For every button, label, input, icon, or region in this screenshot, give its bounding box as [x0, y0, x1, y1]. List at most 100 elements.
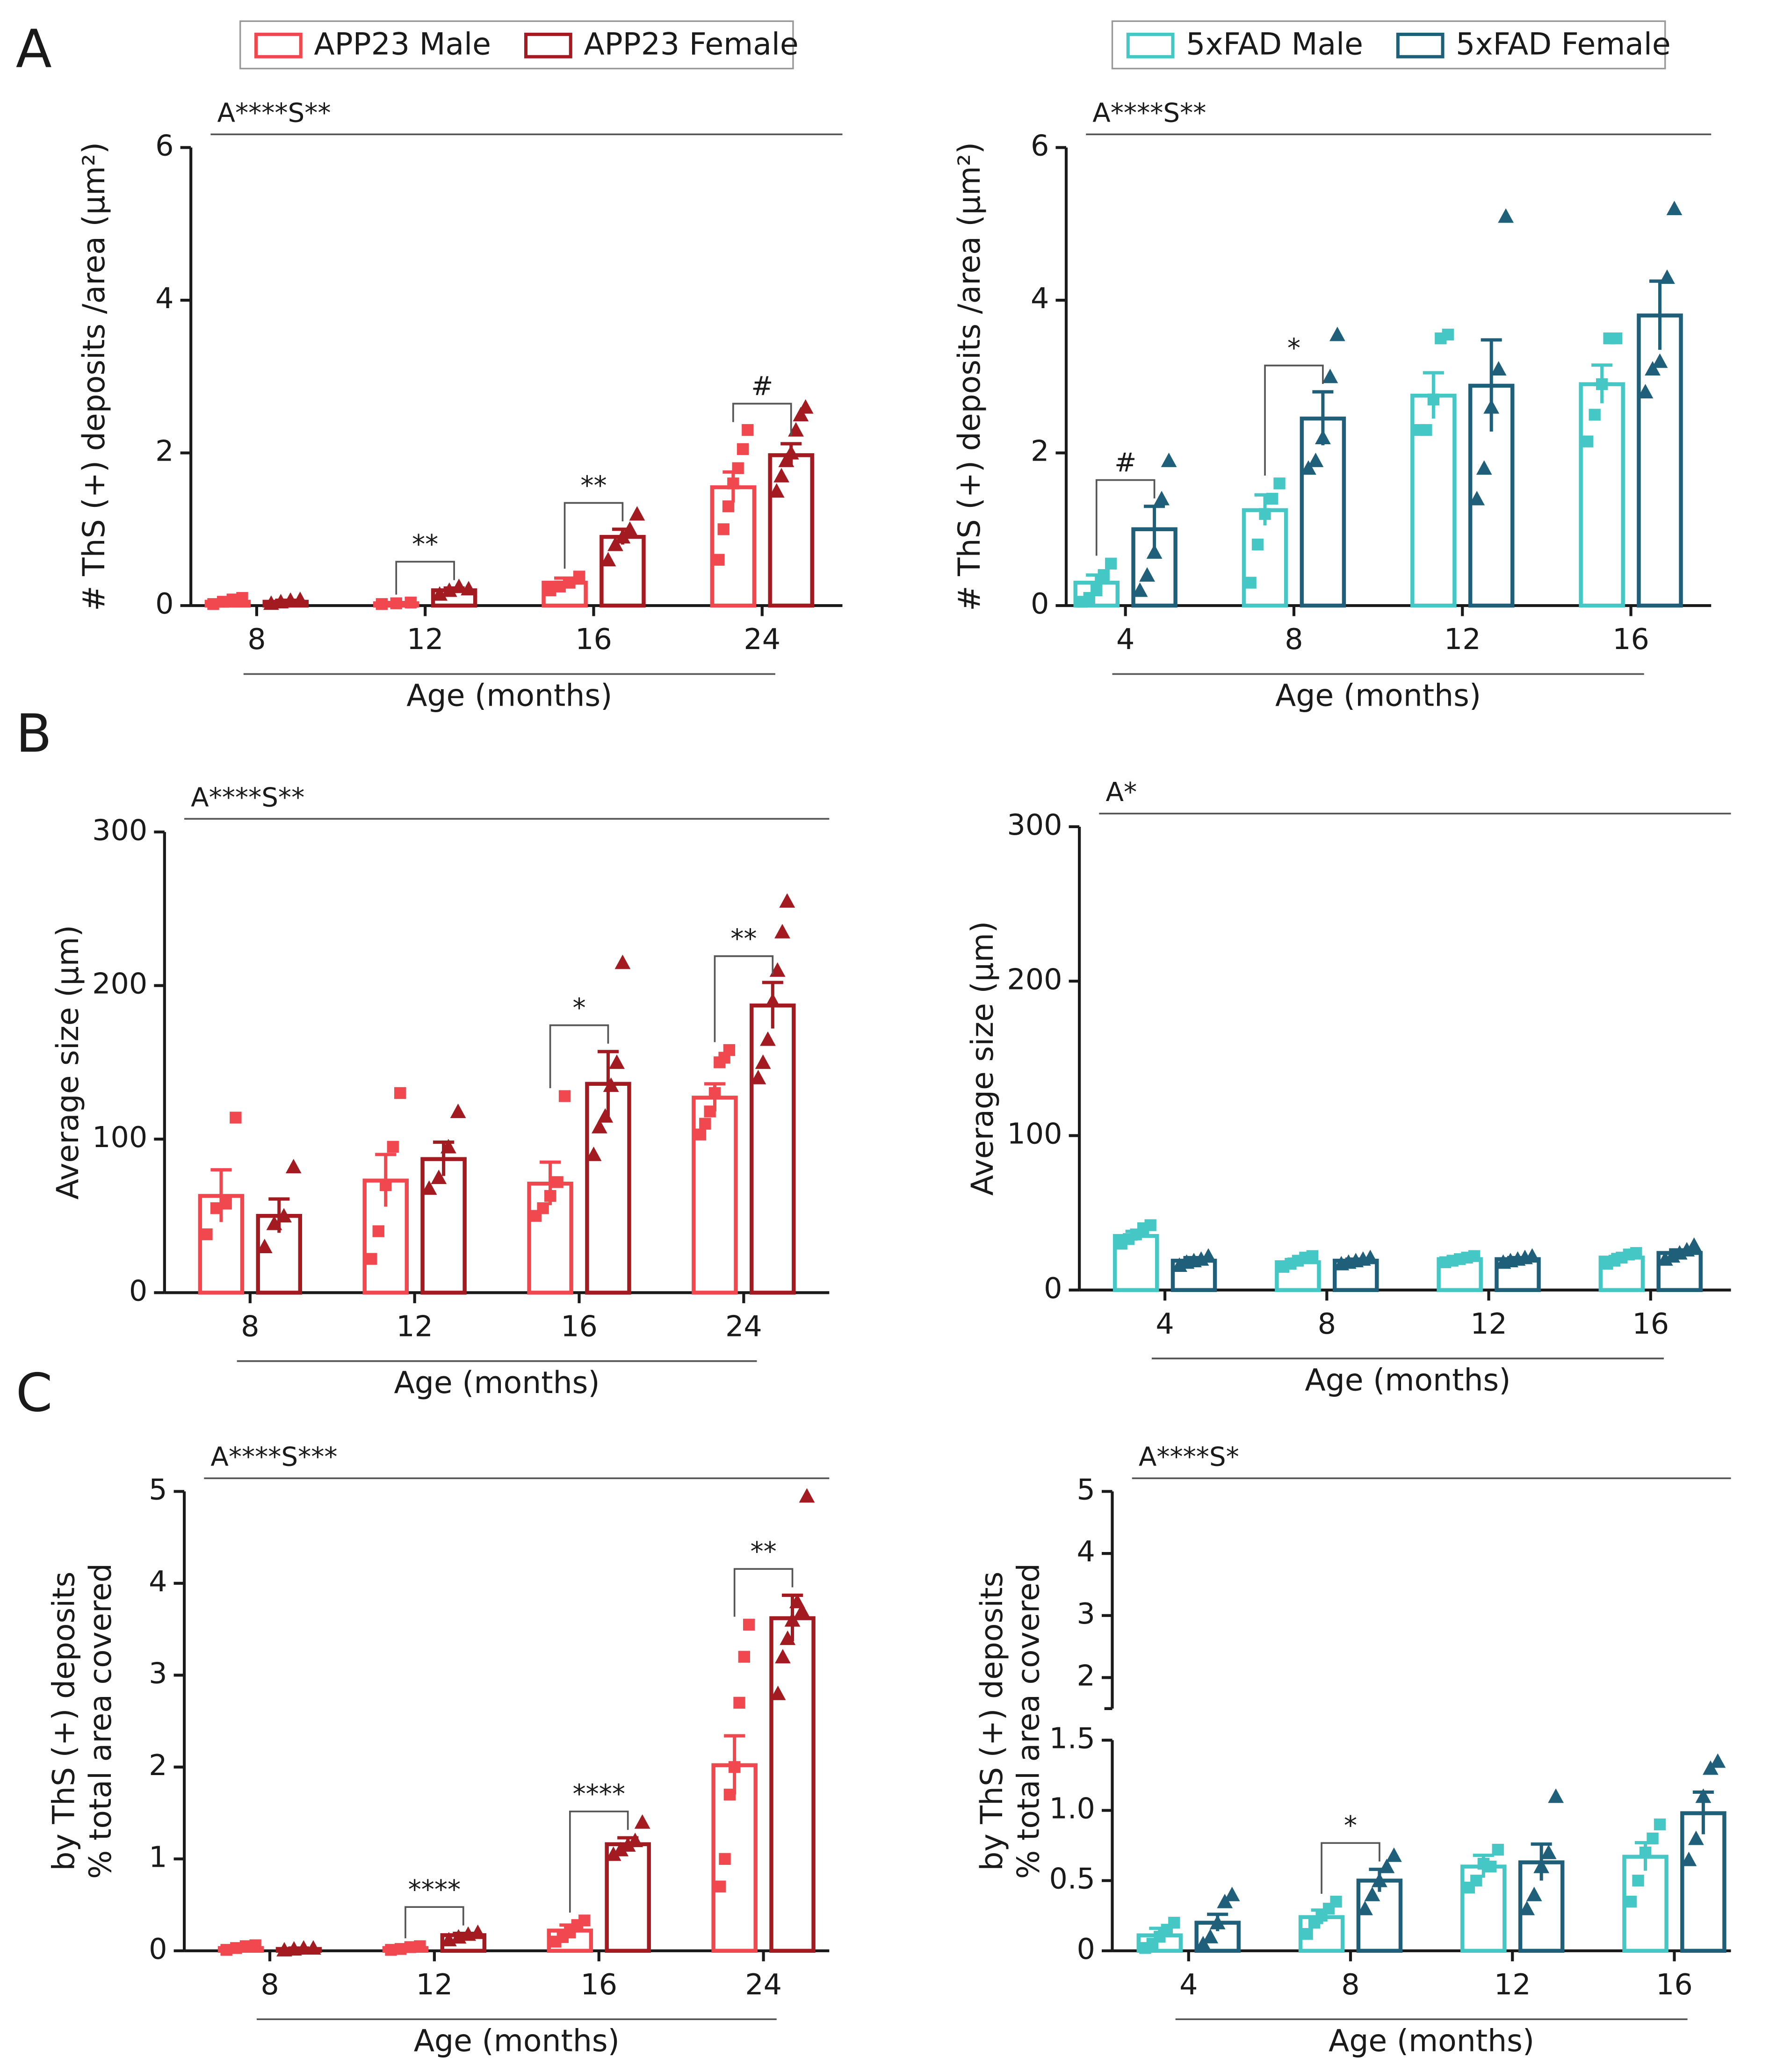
significance-label: ** — [412, 529, 438, 560]
significance-label: **** — [572, 1779, 625, 1810]
y-tick-label: 1.5 — [1049, 1722, 1095, 1755]
data-point — [1098, 569, 1110, 581]
data-point — [1244, 577, 1257, 589]
data-point — [614, 954, 631, 969]
y-tick-label: 0 — [155, 587, 173, 621]
significance-bracket — [395, 561, 455, 595]
significance-bracket — [1095, 479, 1156, 556]
data-point — [719, 1853, 731, 1865]
annotation: A****S** — [191, 782, 304, 813]
data-point — [722, 500, 735, 513]
data-point — [1144, 1219, 1156, 1231]
x-tick-label: 24 — [744, 622, 780, 656]
data-point — [737, 443, 749, 455]
y-tick-label: 4 — [1031, 282, 1049, 315]
x-tick-label: 8 — [1341, 1968, 1359, 2001]
data-point — [1330, 1896, 1342, 1908]
data-point — [627, 1833, 643, 1848]
data-point — [765, 993, 781, 1008]
data-point — [441, 582, 457, 597]
data-point — [1548, 1788, 1564, 1803]
data-point — [1209, 1914, 1226, 1929]
data-point — [1091, 584, 1103, 597]
annotation: A****S** — [1092, 98, 1206, 129]
y-axis-label: % total area covered — [83, 1563, 118, 1879]
annotation: A****S** — [217, 98, 331, 129]
x-tick-label: 8 — [247, 622, 266, 656]
data-point — [609, 1054, 625, 1069]
data-point — [779, 893, 795, 908]
data-point — [1300, 460, 1316, 475]
data-point — [573, 570, 585, 583]
y-axis-label: by ThS (+) deposits — [975, 1572, 1010, 1871]
x-tick-label: 12 — [396, 1309, 433, 1343]
data-point — [1666, 201, 1683, 216]
data-point — [285, 1159, 302, 1174]
data-point — [1688, 1830, 1704, 1845]
data-point — [431, 1170, 447, 1184]
data-point — [1357, 1900, 1373, 1915]
data-point — [1139, 567, 1155, 582]
x-axis-label: Age (months) — [1305, 1363, 1510, 1398]
legend-swatch — [254, 32, 303, 58]
data-point — [220, 1198, 232, 1210]
data-point — [1468, 1250, 1481, 1262]
x-tick-label: 8 — [1285, 622, 1303, 656]
data-point — [714, 1880, 726, 1892]
data-point — [778, 452, 795, 467]
data-point — [1498, 208, 1514, 223]
significance-label: ** — [730, 924, 757, 954]
y-axis-label: % total area covered — [1011, 1563, 1047, 1879]
data-point — [1645, 361, 1661, 376]
data-point — [1637, 384, 1654, 399]
data-point — [1540, 1844, 1557, 1859]
significance-label: **** — [408, 1875, 461, 1905]
significance-label: * — [1344, 1811, 1357, 1841]
y-axis-label: # ThS (+) deposits /area (μm²) — [952, 142, 987, 611]
data-point — [620, 1837, 636, 1852]
significance-bracket — [733, 1568, 794, 1617]
data-point — [1681, 1851, 1697, 1866]
y-tick-label: 1.0 — [1049, 1792, 1095, 1826]
annotation: A****S* — [1139, 1442, 1239, 1473]
y-tick-label: 200 — [1007, 962, 1062, 996]
data-point — [1372, 1872, 1387, 1887]
x-tick-label: 12 — [1470, 1307, 1507, 1341]
x-tick-label: 16 — [561, 1309, 598, 1343]
x-tick-label: 8 — [241, 1309, 259, 1343]
x-tick-label: 16 — [580, 1968, 617, 2001]
data-point — [544, 1190, 556, 1202]
data-point — [1596, 378, 1608, 390]
annotation: A****S*** — [210, 1442, 337, 1473]
y-tick-label: 0.5 — [1049, 1862, 1095, 1896]
data-point — [603, 1077, 619, 1092]
data-point — [1161, 452, 1177, 467]
data-point — [414, 1940, 426, 1952]
x-tick-label: 16 — [1612, 622, 1649, 656]
data-point — [578, 1914, 591, 1927]
y-tick-label: 2 — [1077, 1659, 1095, 1693]
data-point — [1490, 361, 1507, 376]
data-point — [770, 1685, 786, 1700]
y-tick-label: 100 — [92, 1120, 147, 1154]
data-point — [755, 1054, 771, 1069]
legend-label: APP23 Female — [584, 27, 798, 62]
y-tick-label: 300 — [1007, 808, 1062, 842]
data-point — [1386, 1847, 1402, 1862]
legend-label: APP23 Male — [314, 27, 491, 62]
data-point — [1251, 538, 1264, 551]
y-axis-label: Average size (μm) — [965, 921, 1000, 1196]
data-point — [1301, 1928, 1313, 1940]
data-point — [432, 586, 448, 601]
data-point — [1659, 269, 1675, 284]
data-point — [1362, 1249, 1379, 1264]
data-point — [305, 1940, 321, 1955]
significance-bracket — [1264, 364, 1324, 476]
data-point — [372, 1225, 384, 1237]
data-point — [797, 399, 814, 414]
x-tick-label: 24 — [725, 1309, 762, 1343]
y-tick-label: 200 — [92, 967, 147, 1001]
data-point — [738, 1651, 750, 1663]
significance-label: * — [1287, 333, 1300, 363]
